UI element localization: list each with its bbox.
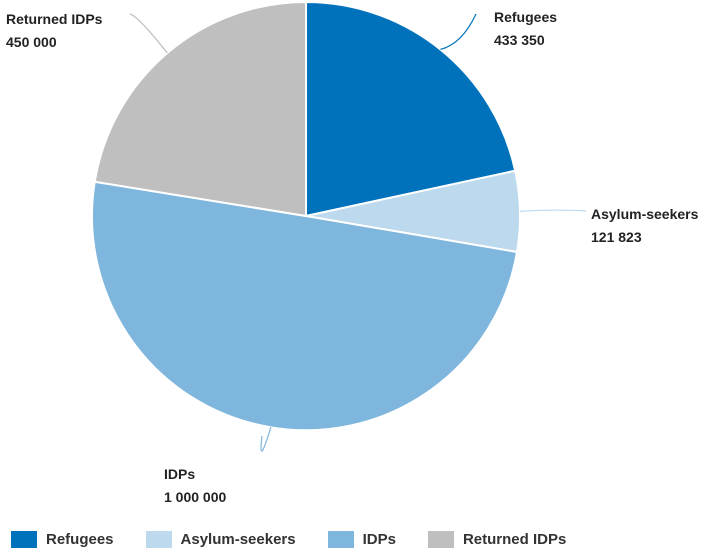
legend-label-idps: IDPs [362,531,396,548]
pie-slice-refugees [305,0,517,218]
legend-swatch-asylum-seekers [145,531,172,548]
legend-swatch-idps [327,531,354,548]
leader-line-returned-idps [129,13,168,54]
legend-item-idps: IDPs [327,531,396,548]
data-label-idps-name: IDPs [164,466,195,482]
legend-swatch-refugees [11,531,37,548]
legend-item-returned-idps: Returned IDPs [427,531,567,548]
data-label-refugees-name: Refugees [494,9,557,25]
legend-item-asylum-seekers: Asylum-seekers [145,531,296,548]
leader-lines [129,13,587,452]
data-label-asylum-seekers-value: 121 823 [591,229,642,245]
data-label-returned-idps-value: 450 000 [6,34,57,50]
data-label-refugees-value: 433 350 [494,32,545,48]
data-label-idps-value: 1 000 000 [164,489,226,505]
pie-slice-returned-idps [93,0,307,218]
pie-slices [90,0,521,432]
data-label-asylum-seekers-name: Asylum-seekers [591,206,699,222]
leader-line-asylum-seekers [519,209,587,212]
leader-line-refugees [440,13,477,51]
leader-line-idps [260,426,272,452]
legend-item-refugees: Refugees [11,531,114,548]
data-label-returned-idps-name: Returned IDPs [6,11,103,27]
legend-label-asylum-seekers: Asylum-seekers [180,531,296,548]
legend-swatch-returned-idps [427,531,454,548]
legend-label-returned-idps: Returned IDPs [462,531,567,548]
legend-label-refugees: Refugees [46,531,114,548]
chart-legend: Refugees Asylum-seekers IDPs Returned ID… [11,531,566,548]
